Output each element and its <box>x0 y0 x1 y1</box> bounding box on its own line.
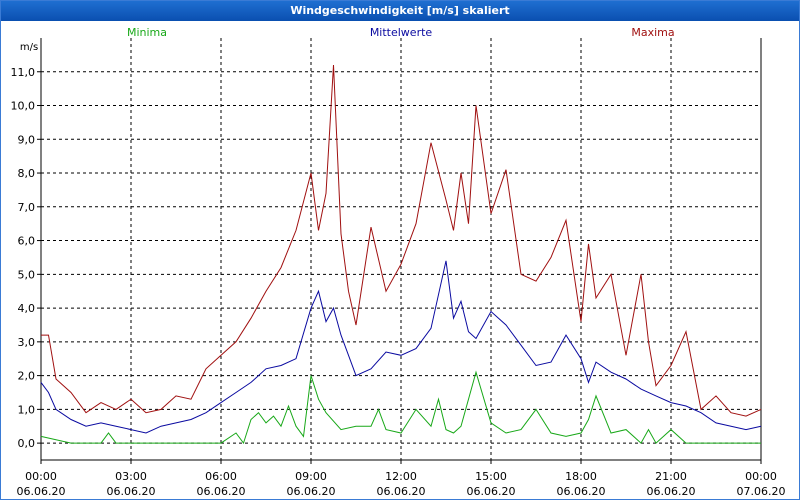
series-lines <box>40 64 762 445</box>
series-line-mittelwerte <box>40 260 762 434</box>
x-tick-time-label: 00:00 <box>25 470 57 483</box>
y-axis-label: m/s <box>20 42 38 53</box>
y-tick-label: 3,0 <box>18 336 36 349</box>
legend-maxima: Maxima <box>631 26 674 39</box>
series-line-maxima <box>41 64 762 417</box>
y-tick-label: 9,0 <box>18 133 36 146</box>
x-tick-date-label: 06.06.20 <box>17 485 66 498</box>
y-tick-label: 1,0 <box>18 403 36 416</box>
x-tick-date-label: 06.06.20 <box>197 485 246 498</box>
x-tick-time-label: 06:00 <box>205 470 237 483</box>
x-tick-date-label: 06.06.20 <box>287 485 336 498</box>
y-tick-label: 5,0 <box>18 268 36 281</box>
wind-speed-chart: 0,0 1,0 2,0 3,0 4,0 5,0 6,0 7,0 8,0 9,0 10,0 11,0 m/… <box>11 26 786 498</box>
y-tick-label: 7,0 <box>18 201 36 214</box>
legend: Minima Mittelwerte Maxima <box>127 26 675 39</box>
y-tick-label: 8,0 <box>18 167 36 180</box>
x-tick-time-label: 18:00 <box>565 470 597 483</box>
x-tick-date-label: 06.06.20 <box>107 485 156 498</box>
tick-labels: 0,0 1,0 2,0 3,0 4,0 5,0 6,0 7,0 8,0 9,0 10,0 11,0 m/… <box>11 42 786 498</box>
axes <box>37 38 762 464</box>
y-tick-label: 2,0 <box>18 370 36 383</box>
x-tick-time-label: 12:00 <box>385 470 417 483</box>
x-tick-date-label: 06.06.20 <box>467 485 516 498</box>
y-tick-label: 0,0 <box>18 437 36 450</box>
x-tick-date-label: 07.06.20 <box>737 485 786 498</box>
series-line-minima <box>40 370 761 445</box>
x-tick-time-label: 03:00 <box>115 470 147 483</box>
x-tick-time-label: 15:00 <box>475 470 507 483</box>
y-tick-label: 6,0 <box>18 235 36 248</box>
grid <box>41 38 761 460</box>
x-tick-date-label: 06.06.20 <box>557 485 606 498</box>
x-tick-date-label: 06.06.20 <box>377 485 426 498</box>
x-tick-time-label: 09:00 <box>295 470 327 483</box>
x-tick-date-label: 06.06.20 <box>647 485 696 498</box>
legend-minima: Minima <box>127 26 167 39</box>
y-tick-label: 10,0 <box>11 100 36 113</box>
y-tick-label: 11,0 <box>11 66 36 79</box>
window-title: Windgeschwindigkeit [m/s] skaliert <box>1 1 799 21</box>
legend-mittelwerte: Mittelwerte <box>370 26 433 39</box>
y-tick-label: 4,0 <box>18 302 36 315</box>
x-tick-time-label: 21:00 <box>655 470 687 483</box>
x-tick-time-label: 00:00 <box>745 470 777 483</box>
